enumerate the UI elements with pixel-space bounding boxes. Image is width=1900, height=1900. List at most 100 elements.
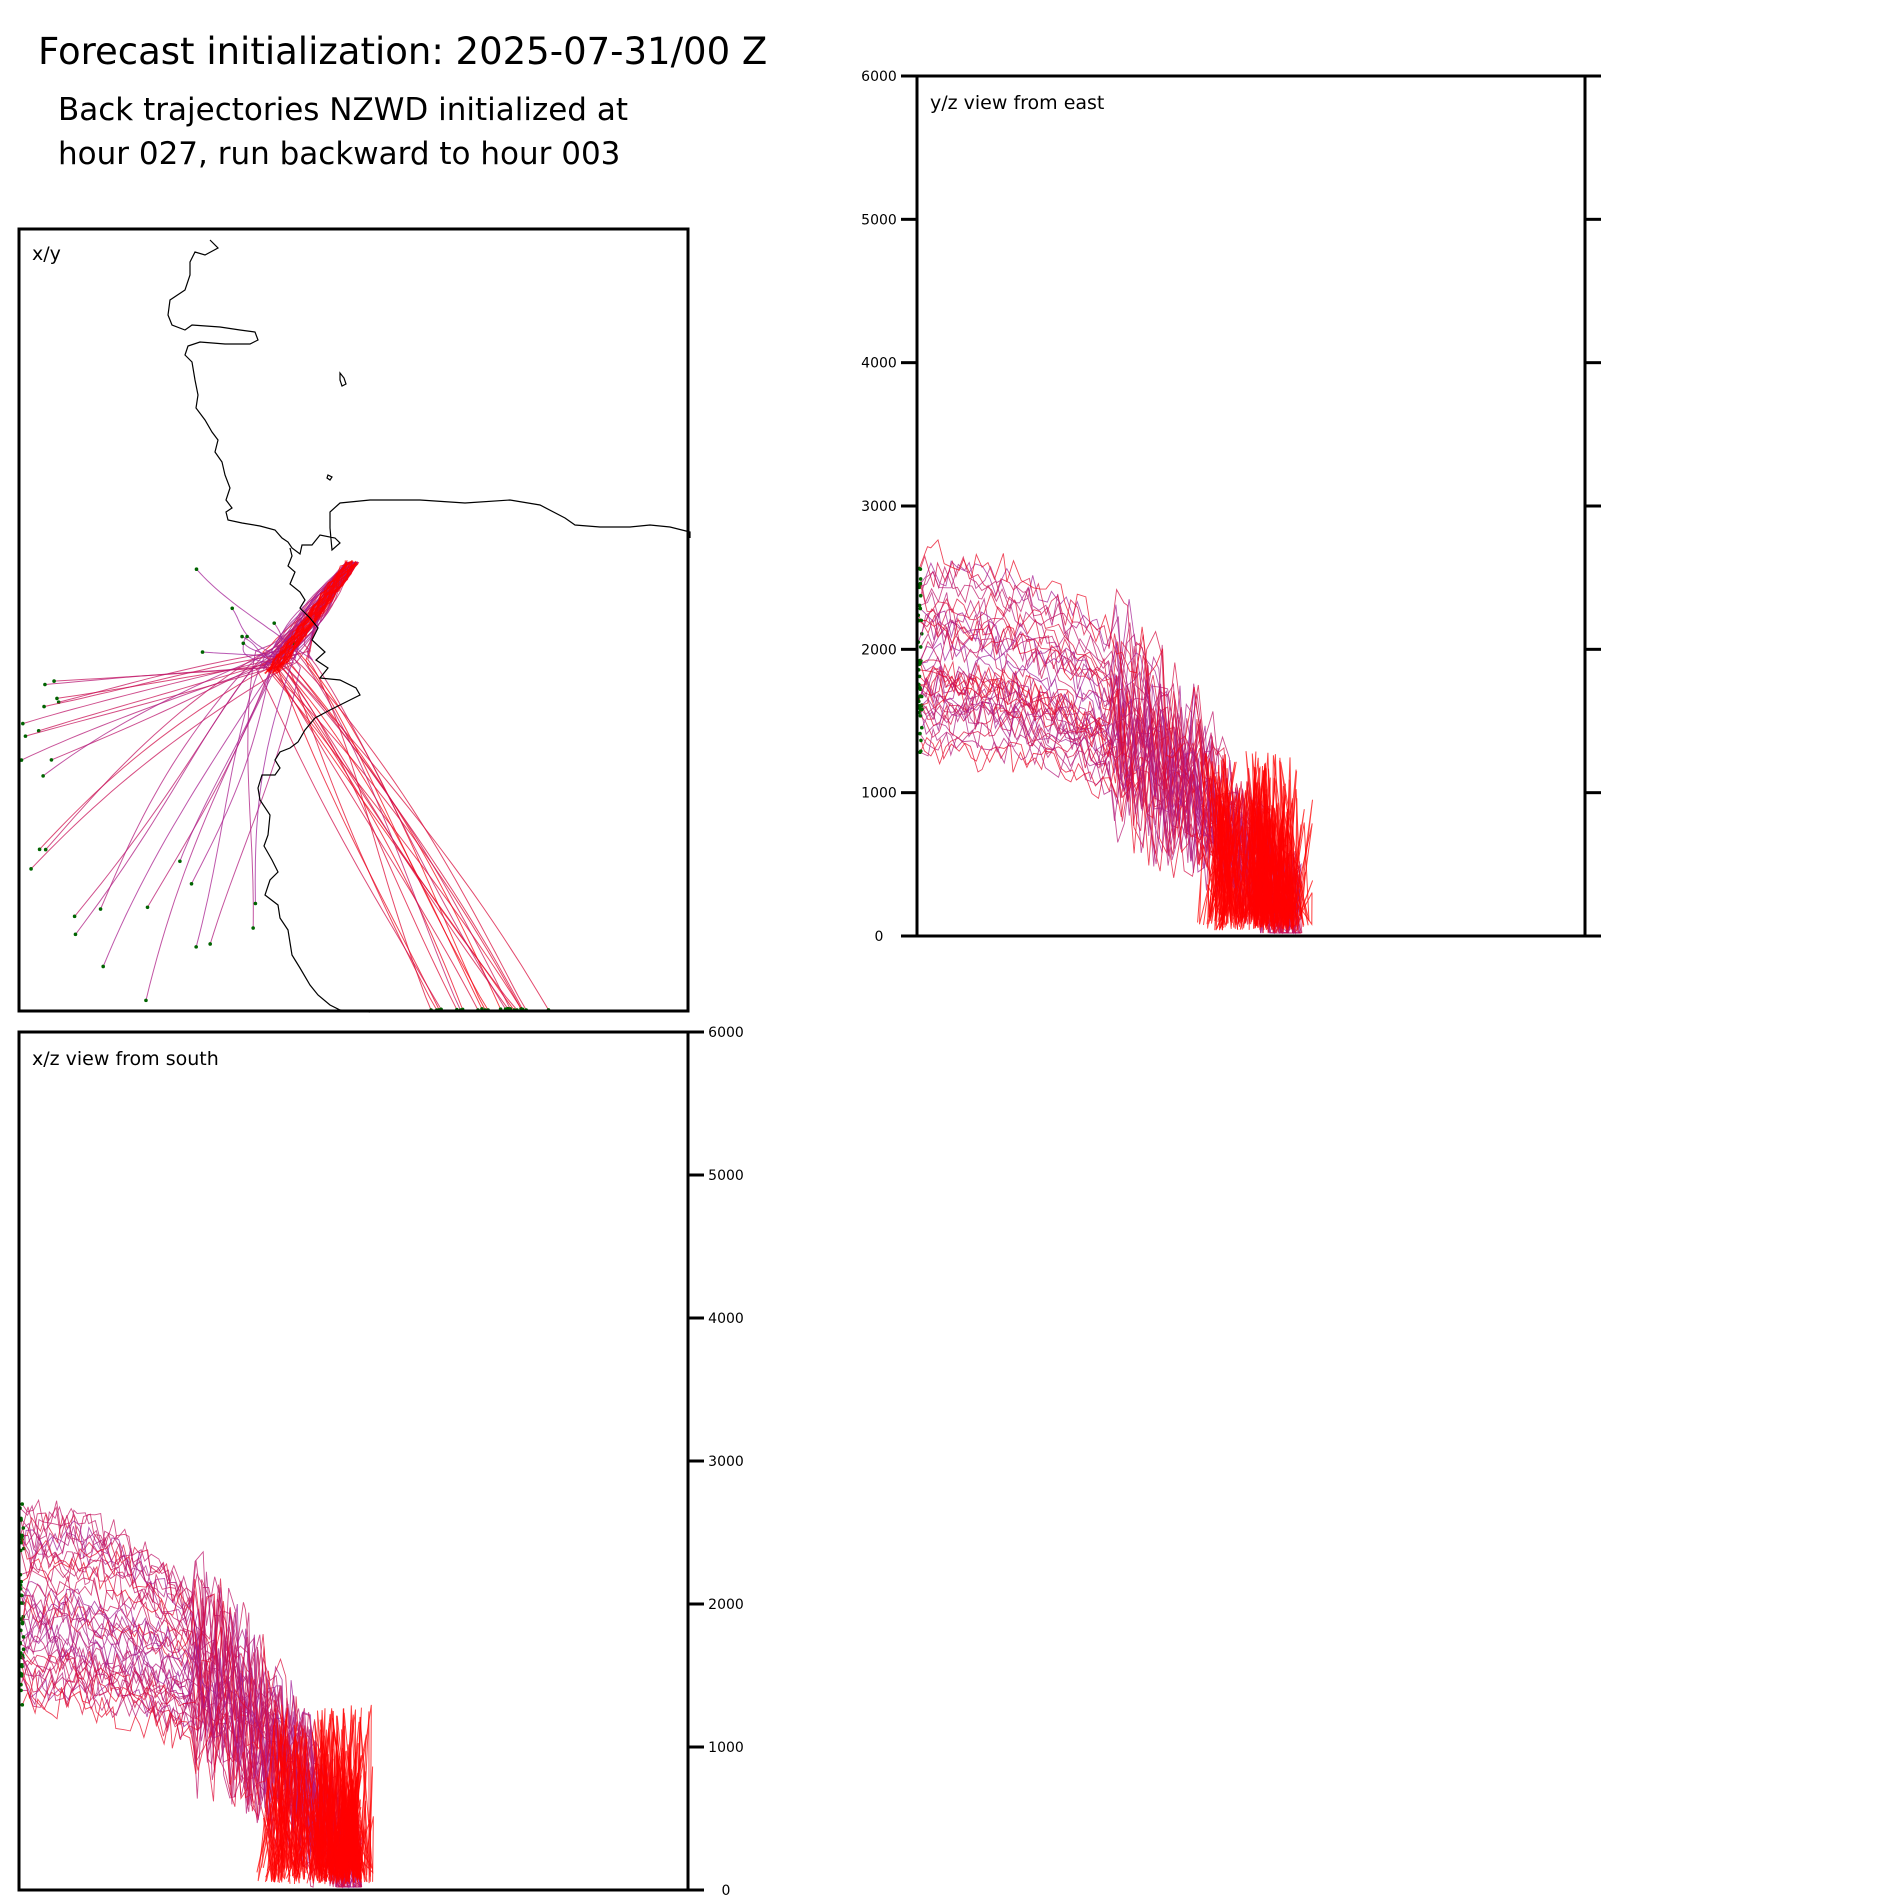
yz-tick-label-1000: 1000 (861, 786, 897, 802)
yz-endpoint-marker (920, 725, 924, 730)
yz-panel-label: y/z view from east (930, 92, 1104, 114)
xz-endpoint-marker (21, 1647, 26, 1652)
xy-endpoint-marker (43, 682, 47, 687)
xy-trajectory-line (307, 561, 432, 1011)
yz-endpoint-marker (918, 661, 922, 666)
yz-endpoint-marker (918, 577, 923, 581)
yz-core-trajectory (1218, 775, 1245, 931)
xy-endpoint-marker (208, 942, 212, 946)
xz-core-trajectory (273, 1719, 301, 1885)
xz-endpoint-marker (21, 1635, 26, 1639)
xy-core-trajectory (276, 561, 348, 672)
xz-trajectories (18, 1498, 374, 1889)
xy-endpoint-marker (101, 964, 105, 969)
subtitle-line-1: Back trajectories NZWD initialized at (58, 92, 628, 128)
xy-trajectory-line (195, 561, 347, 948)
xy-endpoint-marker (23, 734, 28, 738)
xy-trajectory-line (22, 561, 359, 725)
xy-endpoint-marker (43, 847, 48, 852)
figure-subtitle: Back trajectories NZWD initialized at ho… (58, 88, 628, 176)
xy-endpoint-marker (230, 606, 235, 611)
yz-tick-label-0: 0 (875, 929, 884, 945)
panel-xy-map: x/y (17, 227, 691, 1013)
xz-core-trajectory (330, 1729, 358, 1884)
yz-endpoint-marker (919, 694, 924, 699)
xy-trajectory-line (43, 561, 347, 708)
xz-tick-label-4000: 4000 (708, 1311, 744, 1327)
yz-endpoint-marker (918, 593, 923, 598)
yz-core-trajectory (1211, 766, 1241, 931)
yz-endpoint-marker (918, 606, 923, 611)
coastline (167, 239, 691, 556)
xz-tick-label-6000: 6000 (708, 1025, 744, 1041)
xy-trajectory-line (102, 561, 358, 967)
yz-core-trajectory (1241, 792, 1270, 931)
xz-tick-label-5000: 5000 (708, 1168, 744, 1184)
xz-endpoint-marker (20, 1620, 25, 1625)
xz-trajectory-line (22, 1598, 361, 1888)
xy-trajectory-line (276, 561, 511, 1010)
xy-endpoint-marker (49, 758, 54, 762)
yz-endpoint-marker (919, 618, 924, 623)
xy-endpoint-marker (72, 914, 77, 919)
xy-endpoint-marker (52, 679, 56, 683)
coastline-inner (257, 547, 371, 1013)
yz-core-trajectory (1276, 769, 1298, 926)
yz-endpoint-marker (919, 738, 923, 743)
xz-core-trajectory (262, 1733, 291, 1883)
yz-tick-label-5000: 5000 (861, 212, 897, 228)
yz-trajectory-line (921, 598, 1302, 935)
xy-trajectory-line (54, 561, 351, 682)
xz-endpoint-marker (20, 1703, 25, 1707)
xy-trajectory-line (241, 561, 347, 664)
xy-frame (17, 227, 690, 1013)
xz-core-trajectory (271, 1721, 299, 1883)
xy-endpoint-marker (194, 567, 199, 571)
xz-core-trajectory (279, 1704, 301, 1881)
xy-panel-label: x/y (32, 243, 61, 265)
xy-endpoint-marker (55, 696, 59, 701)
xy-endpoint-marker (37, 847, 42, 852)
xy-endpoint-marker (245, 634, 249, 639)
xy-endpoint-marker (251, 926, 255, 930)
xz-endpoint-marker (21, 1526, 26, 1530)
yz-endpoint-marker (918, 685, 922, 690)
xy-endpoint-marker (200, 650, 205, 654)
yz-core-trajectory (1245, 751, 1273, 927)
xz-tick-label-3000: 3000 (708, 1454, 744, 1470)
xy-trajectory-line (288, 561, 527, 1011)
xz-endpoint-marker (19, 1663, 24, 1667)
xy-endpoint-marker (272, 621, 277, 625)
xz-trajectory-line (21, 1675, 362, 1889)
xy-endpoint-marker (42, 704, 46, 709)
xz-tick-label-0: 0 (722, 1883, 731, 1899)
yz-core-trajectory (1206, 758, 1237, 929)
xy-endpoint-marker (73, 932, 78, 937)
xy-endpoint-marker (41, 774, 45, 778)
yz-core-trajectory (1279, 757, 1310, 929)
yz-tick-label-6000: 6000 (861, 69, 897, 85)
xy-endpoint-marker (144, 998, 148, 1003)
xz-core-trajectory (297, 1753, 324, 1884)
yz-endpoint-marker (918, 714, 923, 718)
yz-tick-label-4000: 4000 (861, 356, 897, 372)
yz-endpoint-marker (917, 674, 922, 679)
xy-endpoint-marker (241, 641, 246, 646)
xy-endpoint-marker (178, 859, 182, 864)
yz-endpoint-marker (918, 645, 923, 649)
yz-trajectory-line (919, 630, 1303, 934)
yz-core-trajectory (1254, 764, 1279, 930)
xz-endpoint-marker (20, 1502, 24, 1506)
xy-trajectory-line (179, 561, 359, 862)
xy-endpoint-marker (240, 634, 244, 639)
yz-trajectories (916, 538, 1314, 935)
xy-endpoint-marker (189, 881, 194, 886)
xz-core-trajectory (318, 1763, 347, 1885)
xz-endpoint-marker (19, 1534, 24, 1539)
yz-ticks: 0 1000 2000 3000 4000 5000 6000 (861, 69, 1601, 945)
yz-core-trajectory (1253, 797, 1281, 930)
yz-trajectory-line (920, 565, 1300, 934)
xy-endpoint-marker (253, 901, 258, 906)
yz-tick-label-2000: 2000 (861, 642, 897, 658)
